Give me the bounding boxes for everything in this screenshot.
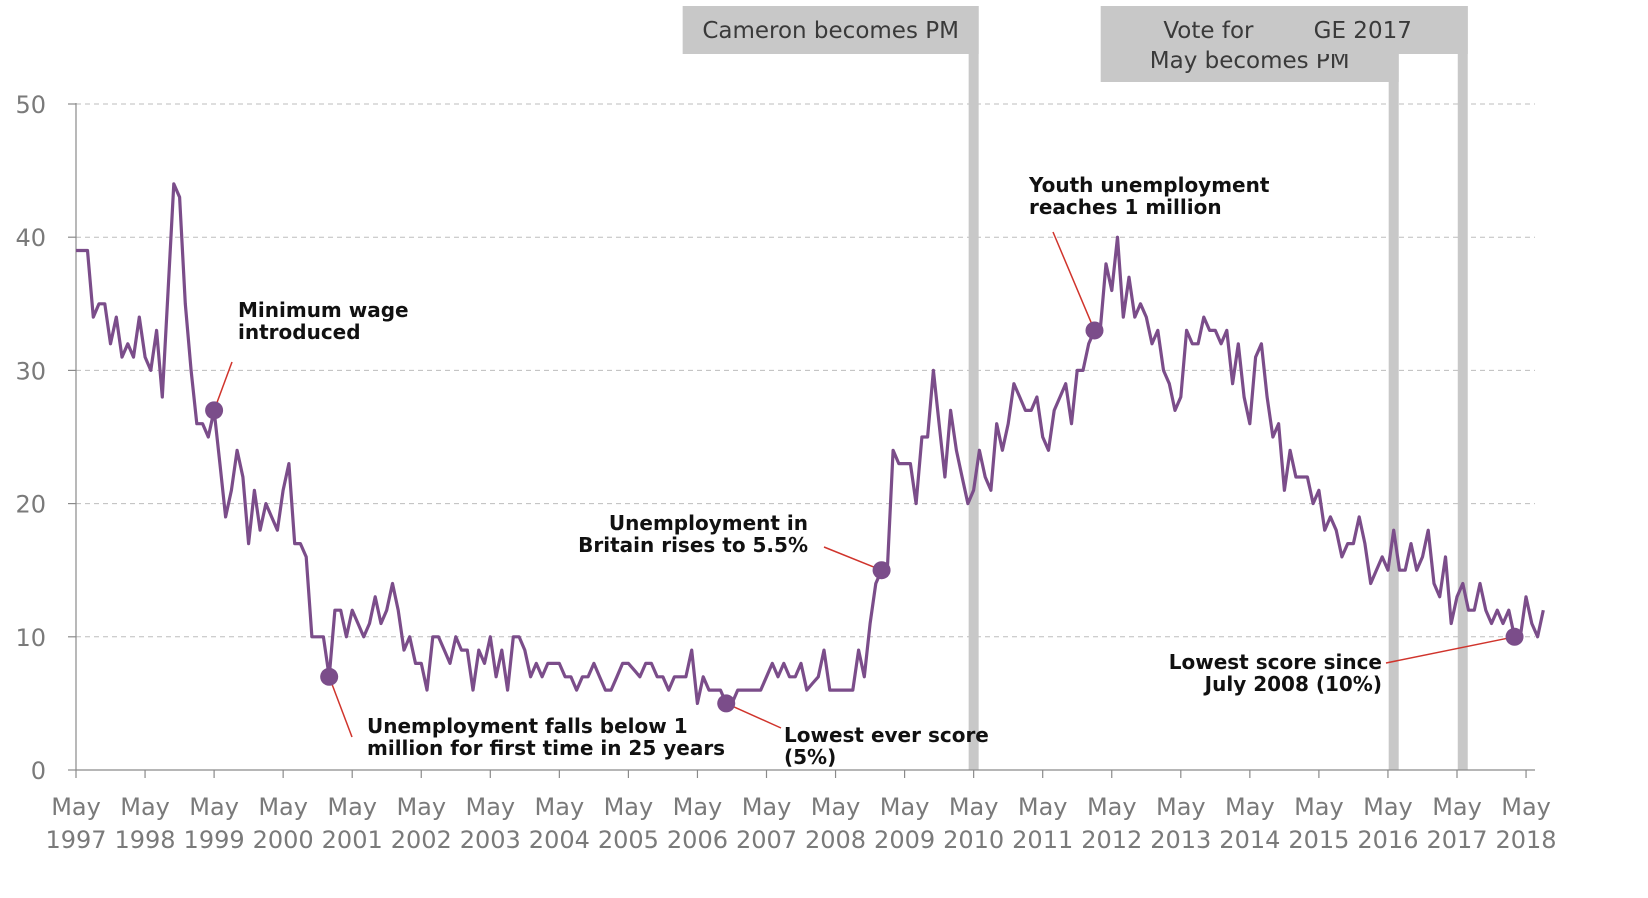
annotation-2: Lowest ever score (5%) (784, 723, 989, 769)
data-marker-0 (205, 401, 224, 420)
annotation-leader-2 (725, 702, 782, 729)
annotation-5: Lowest score since July 2008 (10%) (1169, 650, 1382, 696)
data-marker-4 (1085, 321, 1104, 340)
y-tick-label-40: 40 (15, 224, 46, 252)
annotation-0: Minimum wage introduced (238, 298, 409, 344)
annotation-leader-4 (1052, 231, 1096, 331)
data-marker-5 (1505, 627, 1524, 646)
event-label-box-0 (682, 6, 979, 54)
x-tick-label-2009: May 2009 (874, 793, 935, 854)
annotation-leader-1 (328, 676, 353, 738)
x-tick-label-2001: May 2001 (322, 793, 383, 854)
annotation-leader-5 (1385, 636, 1515, 664)
y-tick-label-30: 30 (15, 357, 46, 385)
x-tick-label-2007: May 2007 (736, 793, 797, 854)
data-marker-3 (872, 561, 891, 580)
annotation-4: Youth unemployment reaches 1 million (1028, 173, 1270, 219)
x-tick-label-2017: May 2017 (1426, 793, 1487, 854)
data-marker-1 (320, 667, 339, 686)
x-tick-label-2005: May 2005 (598, 793, 659, 854)
event-label-2: GE 2017 (1314, 18, 1412, 44)
y-tick-label-50: 50 (15, 91, 46, 119)
x-tick-label-2002: May 2002 (391, 793, 452, 854)
x-tick-label-1997: May 1997 (45, 793, 106, 854)
x-tick-label-2000: May 2000 (253, 793, 314, 854)
event-band-0 (968, 6, 979, 770)
event-band-2 (1457, 6, 1468, 770)
x-tick-label-2014: May 2014 (1219, 793, 1280, 854)
annotation-1: Unemployment falls below 1 million for fi… (367, 714, 725, 760)
x-tick-label-2010: May 2010 (943, 793, 1004, 854)
x-tick-label-2012: May 2012 (1081, 793, 1142, 854)
x-tick-label-2004: May 2004 (529, 793, 590, 854)
x-tick-label-1999: May 1999 (184, 793, 245, 854)
y-tick-label-20: 20 (15, 491, 46, 519)
x-tick-label-2013: May 2013 (1150, 793, 1211, 854)
x-tick-label-2006: May 2006 (667, 793, 728, 854)
series-line (76, 182, 1545, 706)
x-tick-label-2008: May 2008 (805, 793, 866, 854)
x-tick-label-2011: May 2011 (1012, 793, 1073, 854)
x-tick-label-2015: May 2015 (1288, 793, 1349, 854)
annotation-leader-3 (823, 546, 882, 571)
annotation-3: Unemployment in Britain rises to 5.5% (578, 511, 808, 557)
y-tick-label-10: 10 (15, 624, 46, 652)
x-tick-label-2018: May 2018 (1496, 793, 1557, 854)
event-label-0: Cameron becomes PM (702, 18, 959, 44)
event-band-1 (1388, 6, 1399, 770)
x-tick-label-2016: May 2016 (1357, 793, 1418, 854)
event-label-1: Vote for Brexit; May becomes PM (1150, 18, 1350, 74)
x-tick-label-1998: May 1998 (115, 793, 176, 854)
x-tick-label-2003: May 2003 (460, 793, 521, 854)
event-label-box-2 (1257, 6, 1468, 54)
data-marker-2 (717, 694, 736, 713)
y-tick-label-0: 0 (31, 757, 46, 785)
